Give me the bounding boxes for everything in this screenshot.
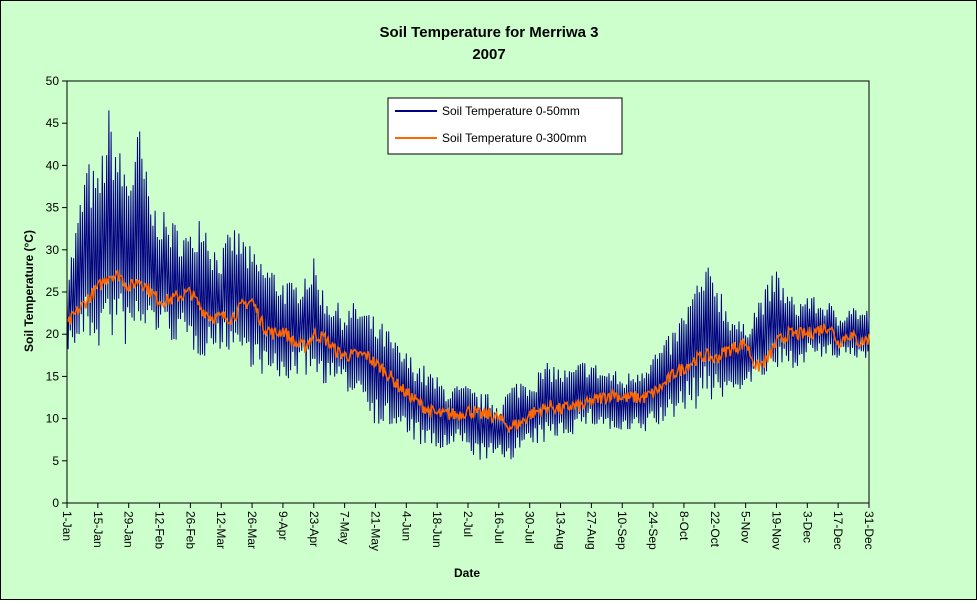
x-tick-label: 27-Aug: [584, 511, 598, 550]
x-tick-label: 30-Jul: [523, 511, 537, 544]
x-tick-label: 13-Aug: [554, 511, 568, 550]
legend-label-shallow: Soil Temperature 0-50mm: [442, 104, 580, 118]
y-tick-label: 15: [46, 369, 60, 383]
x-tick-label: 23-Apr: [307, 511, 321, 547]
x-tick-label: 12-Feb: [153, 511, 167, 549]
x-tick-label: 19-Nov: [769, 511, 783, 550]
legend-label-deep: Soil Temperature 0-300mm: [442, 131, 587, 145]
y-axis-title: Soil Temperature (°C): [22, 230, 36, 352]
x-tick-label: 31-Dec: [862, 511, 876, 550]
y-tick-label: 45: [46, 116, 60, 130]
legend-box: [387, 97, 623, 155]
chart-title: Soil Temperature for Merriwa 3: [380, 24, 599, 41]
x-tick-label: 16-Jul: [492, 511, 506, 544]
x-tick-label: 10-Sep: [615, 511, 629, 550]
x-tick-label: 4-Jun: [399, 511, 413, 541]
y-tick-label: 25: [46, 285, 60, 299]
x-tick-label: 3-Dec: [800, 511, 814, 543]
y-tick-label: 35: [46, 201, 60, 215]
x-tick-label: 29-Jan: [122, 511, 136, 548]
y-tick-label: 10: [46, 412, 60, 426]
x-tick-label: 2-Jul: [461, 511, 475, 537]
x-tick-label: 7-May: [338, 511, 352, 544]
legend: Soil Temperature 0-50mm Soil Temperature…: [387, 97, 623, 155]
y-tick-label: 5: [52, 454, 59, 468]
x-tick-label: 17-Dec: [831, 511, 845, 550]
y-tick-label: 50: [46, 74, 60, 88]
x-tick-label: 15-Jan: [91, 511, 105, 548]
x-tick-label: 18-Jun: [430, 511, 444, 548]
x-tick-label: 21-May: [368, 511, 382, 551]
y-tick-label: 20: [46, 327, 60, 341]
x-tick-label: 9-Apr: [276, 511, 290, 540]
x-tick-label: 26-Feb: [183, 511, 197, 549]
x-tick-label: 26-Mar: [245, 511, 259, 549]
series-line-0-50mm: [66, 110, 870, 460]
x-tick-label: 5-Nov: [739, 511, 753, 543]
series-line-0-300mm: [66, 269, 870, 433]
x-tick-label: 12-Mar: [214, 511, 228, 549]
chart-subtitle: 2007: [472, 46, 505, 63]
x-tick-label: 8-Oct: [677, 511, 691, 541]
x-axis-title: Date: [454, 566, 480, 580]
y-tick-label: 40: [46, 158, 60, 172]
y-tick-label: 0: [52, 496, 59, 510]
x-tick-label: 1-Jan: [60, 511, 74, 541]
x-tick-label: 22-Oct: [708, 511, 722, 548]
x-tick-label: 24-Sep: [646, 511, 660, 550]
y-tick-label: 30: [46, 243, 60, 257]
